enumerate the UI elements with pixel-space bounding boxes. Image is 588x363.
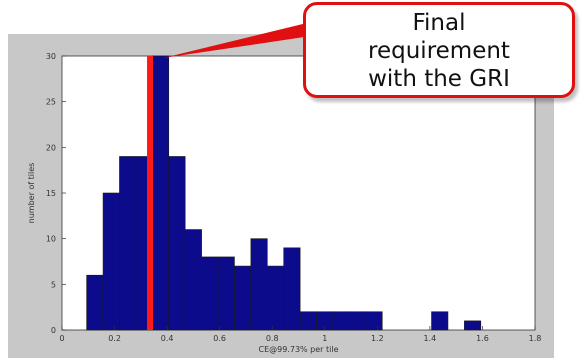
x-tick-label: 0.2 bbox=[108, 334, 121, 343]
x-tick-label: 0.4 bbox=[161, 334, 174, 343]
histogram-bar bbox=[102, 192, 120, 331]
ticks-layer: 0 0.2 0.4 0.6 0.8 1 1.2 1.4 1.6 1.8 0 5 10 15 20 25 30 bbox=[46, 52, 542, 343]
callout-line-1: Final bbox=[412, 10, 466, 36]
y-tick-label: 30 bbox=[46, 52, 56, 61]
histogram-bar bbox=[283, 247, 301, 331]
histogram-bar bbox=[464, 320, 482, 331]
histogram-bar bbox=[152, 55, 170, 331]
y-tick-label: 0 bbox=[51, 326, 56, 335]
histogram-bar bbox=[250, 238, 268, 331]
histogram-bar bbox=[86, 274, 104, 331]
y-tick-label: 15 bbox=[46, 189, 56, 198]
x-tick-label: 1.2 bbox=[371, 334, 384, 343]
histogram-bar bbox=[119, 156, 137, 331]
histogram-bar bbox=[431, 311, 449, 331]
bars-layer bbox=[86, 55, 482, 331]
x-tick-label: 1 bbox=[322, 334, 327, 343]
histogram-bar bbox=[234, 265, 252, 331]
histogram-plot: 0 0.2 0.4 0.6 0.8 1 1.2 1.4 1.6 1.8 0 5 10 15 20 25 30 C… bbox=[27, 52, 542, 354]
y-tick-label: 25 bbox=[46, 98, 56, 107]
x-tick-label: 0.6 bbox=[213, 334, 226, 343]
x-tick-label: 0 bbox=[59, 334, 64, 343]
histogram-bar bbox=[217, 256, 235, 331]
histogram-bar bbox=[349, 311, 367, 331]
y-tick-label: 10 bbox=[46, 235, 56, 244]
histogram-bar bbox=[266, 265, 285, 331]
x-tick-label: 1.8 bbox=[529, 334, 542, 343]
callout-line-3: with the GRI bbox=[368, 66, 510, 92]
x-tick-label: 1.6 bbox=[476, 334, 489, 343]
histogram-bar bbox=[365, 311, 383, 331]
histogram-bar bbox=[332, 311, 350, 331]
y-axis-label: number of tiles bbox=[27, 163, 36, 224]
histogram-bar bbox=[168, 156, 186, 331]
callout-line-2: requirement bbox=[368, 38, 510, 64]
x-axis-label: CE@99.73% per tile bbox=[258, 345, 338, 354]
histogram-bar bbox=[184, 229, 202, 331]
x-tick-label: 0.8 bbox=[266, 334, 279, 343]
y-tick-label: 5 bbox=[51, 280, 56, 289]
x-tick-label: 1.4 bbox=[424, 334, 437, 343]
histogram-bar bbox=[201, 256, 219, 331]
requirement-callout: Final requirement with the GRI bbox=[303, 2, 575, 98]
histogram-bar bbox=[299, 311, 317, 331]
y-tick-label: 20 bbox=[46, 143, 56, 152]
